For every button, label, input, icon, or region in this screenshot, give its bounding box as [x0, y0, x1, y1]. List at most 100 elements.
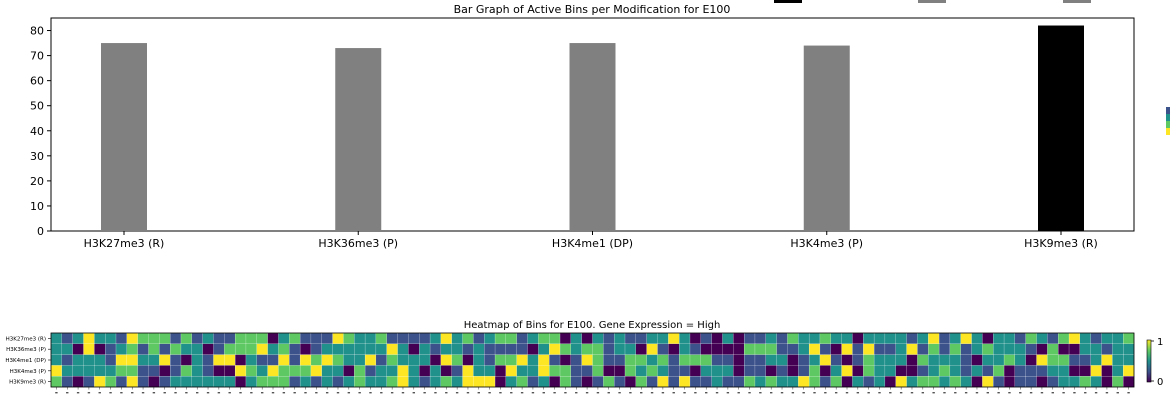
heatmap-cell [679, 343, 691, 356]
heatmap-cell [1003, 376, 1016, 388]
heatmap-cell [343, 354, 355, 366]
heatmap-cell [873, 365, 886, 377]
heatmap-cell [668, 365, 680, 377]
y-tick-label: 80 [30, 25, 44, 38]
heatmap-cell [570, 376, 583, 388]
heatmap-cell [624, 332, 637, 345]
heatmap-cell [343, 332, 355, 345]
heatmap-x-tick-label [369, 392, 372, 394]
heatmap-cell [765, 365, 778, 377]
heatmap-cell [808, 376, 821, 388]
heatmap-x-tick-label [347, 392, 351, 394]
heatmap-cell [1068, 365, 1081, 377]
heatmap-x-tick-label [55, 392, 58, 394]
heatmap-cell [830, 343, 843, 356]
y-tick-label: 70 [30, 50, 44, 63]
heatmap-x-tick-label [964, 392, 968, 394]
heatmap-cell [245, 343, 258, 356]
heatmap-cell [624, 343, 637, 356]
heatmap-x-tick-label [531, 392, 535, 394]
heatmap-cell [289, 376, 301, 388]
heatmap-x-tick-label [954, 392, 957, 394]
heatmap-x-tick-label [596, 392, 600, 394]
heatmap-cell [592, 332, 604, 345]
heatmap-cell [873, 376, 886, 388]
heatmap-cell [895, 354, 907, 366]
heatmap-x-ticks [55, 387, 1130, 394]
heatmap-cell [873, 354, 886, 366]
heatmap-cell [126, 332, 139, 345]
heatmap-x-tick-label [304, 392, 307, 394]
heatmap-cell [159, 343, 171, 356]
heatmap-cell [906, 332, 918, 345]
heatmap-cell [159, 376, 171, 388]
heatmap-x-tick-label [260, 392, 264, 394]
heatmap-cell [440, 343, 453, 356]
heatmap-cell [408, 332, 420, 345]
heatmap-cell [245, 332, 258, 345]
heatmap-cell [646, 332, 658, 345]
heatmap-cell [72, 365, 84, 377]
heatmap-cell [527, 332, 539, 345]
heatmap-x-tick-label [1094, 392, 1098, 394]
heatmap-cell [863, 343, 875, 356]
heatmap-cell [105, 376, 117, 388]
heatmap-cell [505, 376, 518, 388]
heatmap-x-tick-label [477, 392, 480, 394]
heatmap-cell [245, 376, 258, 388]
heatmap-cell [1123, 365, 1135, 377]
heatmap-cell [624, 376, 637, 388]
heatmap-x-tick-label [542, 392, 545, 394]
heatmap-cell [1068, 332, 1081, 345]
heatmap-cell [137, 343, 149, 356]
heatmap-cell [733, 376, 745, 388]
heatmap-cell [808, 354, 821, 366]
heatmap-cell [538, 354, 550, 366]
heatmap-cell [754, 354, 767, 366]
bar [335, 48, 382, 231]
x-tick-label: H3K36me3 (P) [318, 237, 398, 250]
heatmap-frame [50, 332, 1135, 388]
heatmap-cell [971, 365, 983, 377]
heatmap-cell [137, 332, 149, 345]
heatmap-cell [711, 343, 723, 356]
heatmap-cell [256, 354, 269, 366]
heatmap-cell [798, 365, 810, 377]
heatmap-cell [982, 343, 994, 356]
heatmap-cells [50, 332, 1135, 388]
heatmap-cell [234, 354, 247, 366]
heatmap-cell [917, 332, 929, 345]
heatmap-cell [191, 354, 204, 366]
heatmap-cell [191, 365, 204, 377]
heatmap-cell [852, 376, 864, 388]
heatmap-cell [549, 332, 561, 345]
heatmap-cell [213, 365, 225, 377]
heatmap-x-tick-label [1105, 392, 1109, 394]
heatmap-cell [484, 343, 496, 356]
heatmap-cell [234, 343, 247, 356]
heatmap-cell [657, 365, 669, 377]
heatmap-cell [94, 376, 106, 388]
heatmap-x-tick-label [1040, 392, 1044, 394]
heatmap-x-tick-label [1062, 392, 1065, 394]
heatmap-cell [581, 365, 593, 377]
heatmap-cell [1079, 343, 1092, 356]
heatmap-x-tick-label [380, 392, 383, 394]
heatmap-cell [516, 376, 528, 388]
heatmap-cell [603, 354, 615, 366]
heatmap-x-tick-label [271, 392, 275, 394]
heatmap-cell [354, 332, 366, 345]
heatmap-cell [321, 376, 334, 388]
heatmap-cell [982, 354, 994, 366]
heatmap-cell [94, 365, 106, 377]
heatmap-cell [332, 365, 344, 377]
bar [803, 45, 850, 232]
y-tick-label: 40 [30, 125, 44, 138]
heatmap-cell [679, 365, 691, 377]
heatmap-cell [852, 365, 864, 377]
heatmap-cell [50, 354, 63, 366]
heatmap-x-tick-label [1019, 392, 1022, 394]
heatmap-cell [234, 332, 247, 345]
bar-chart-bars [101, 25, 1084, 232]
